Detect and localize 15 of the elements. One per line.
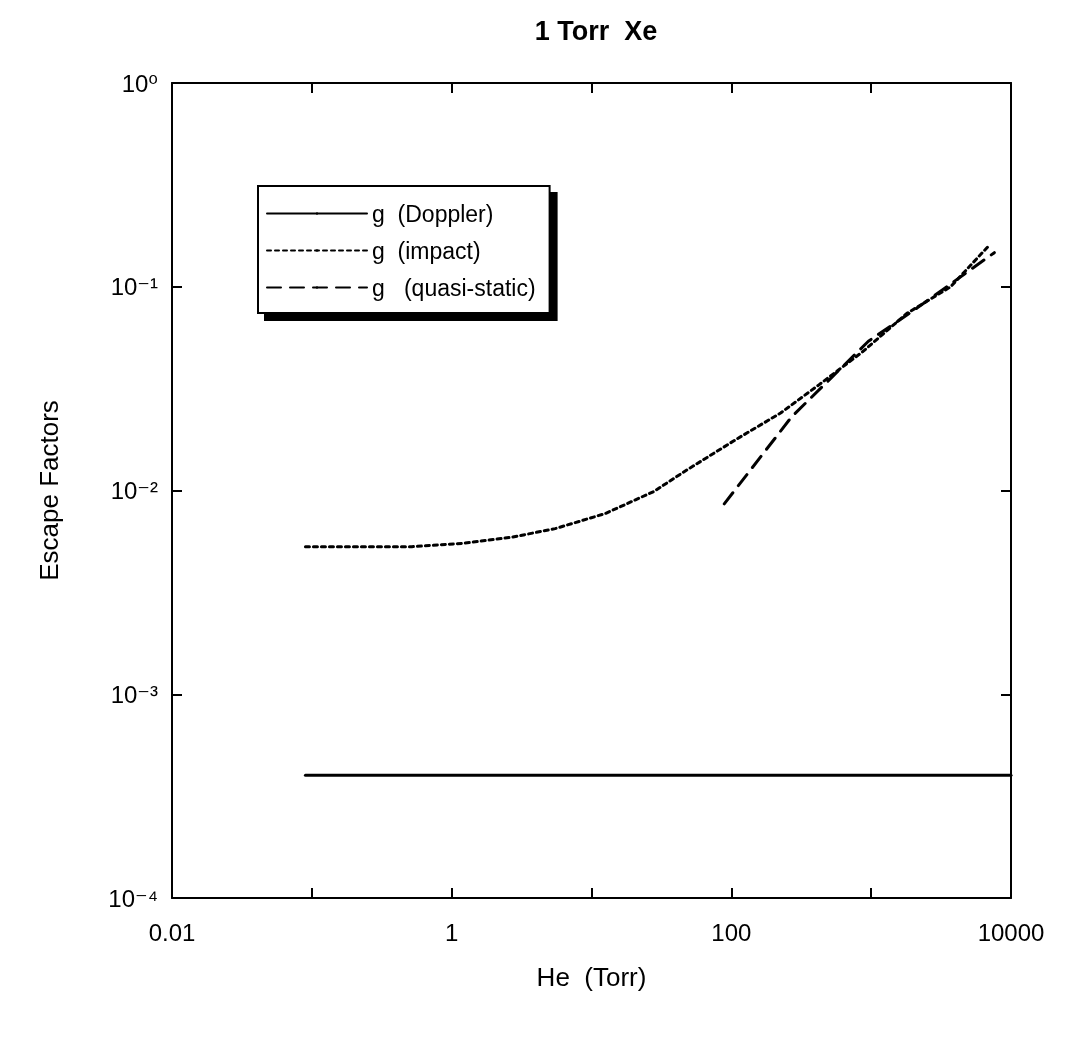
chart-title: 1 Torr Xe — [534, 15, 658, 46]
legend-label: g (quasi-static) — [372, 274, 536, 301]
x-axis-title: He (Torr) — [536, 962, 647, 992]
y-tick-label: 10⁻³ — [110, 680, 158, 708]
y-axis-title: Escape Factors — [34, 400, 64, 581]
y-tick-label: 10⁻² — [110, 477, 158, 504]
x-tick-label: 0.01 — [148, 918, 196, 946]
x-tick-label: 10000 — [977, 918, 1045, 946]
legend-label: g (Doppler) — [372, 200, 494, 227]
x-tick-label: 100 — [711, 918, 752, 946]
y-tick-label: 10⁰ — [121, 69, 158, 97]
legend-label: g (impact) — [372, 237, 481, 264]
x-tick-label: 1 — [444, 918, 459, 946]
y-tick-label: 10⁻¹ — [110, 273, 158, 301]
y-tick-label: 10⁻⁴ — [108, 884, 158, 912]
